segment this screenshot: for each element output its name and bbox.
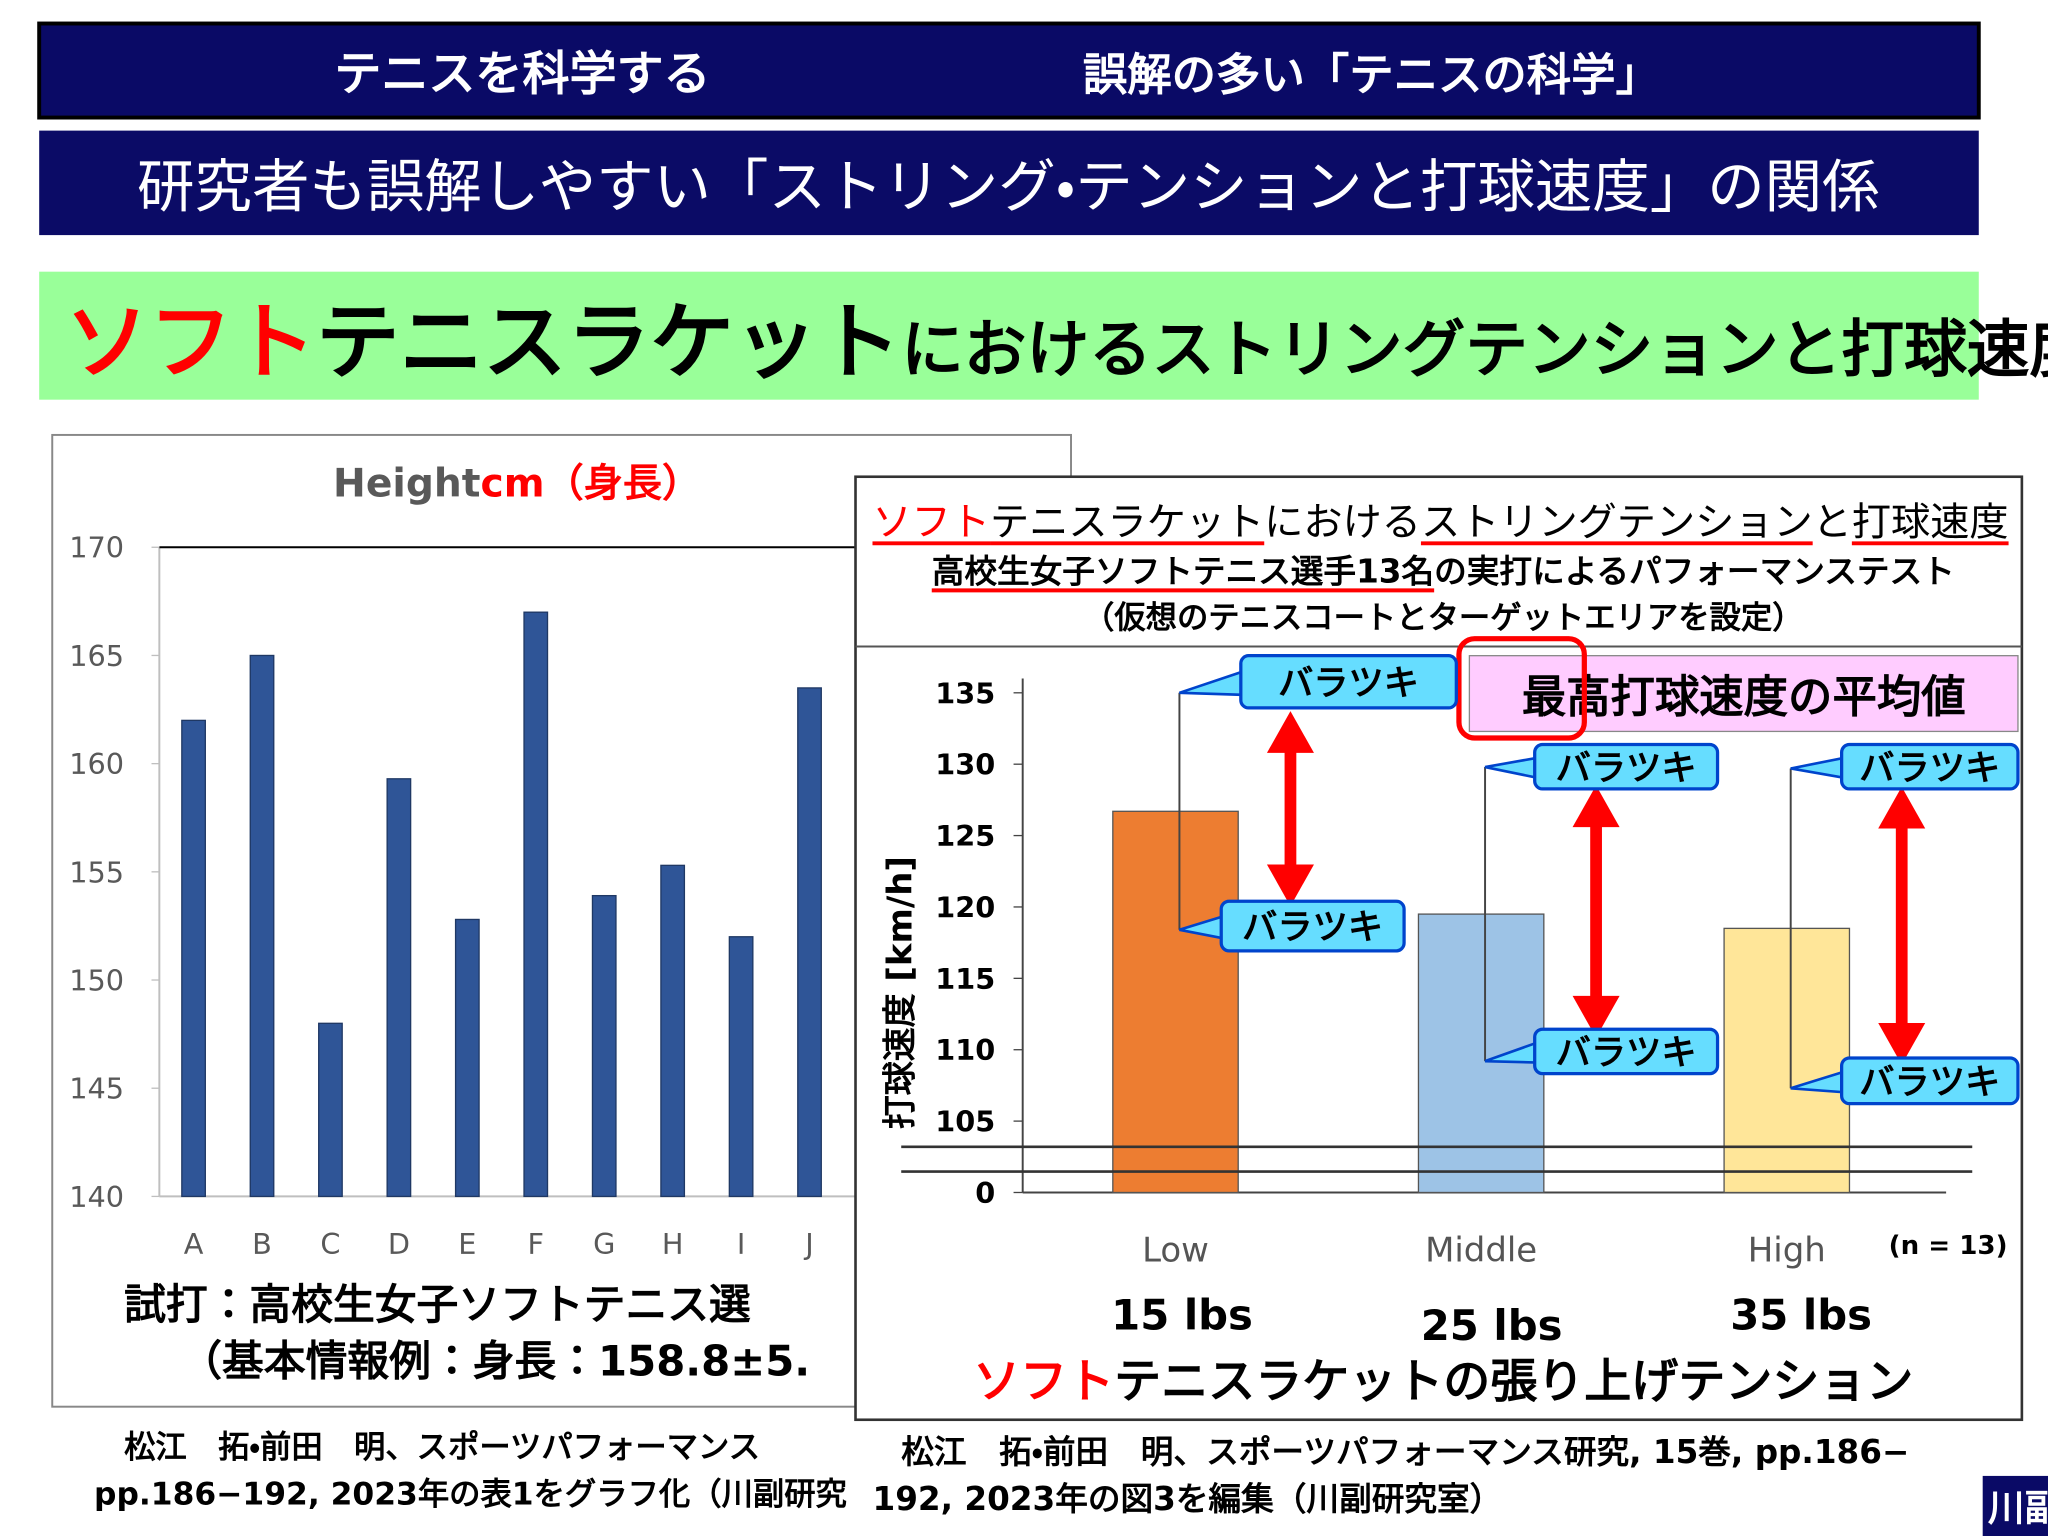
x-tick-label: Middle [1425,1231,1537,1271]
chart-subtitle: （仮想のテニスコートとターゲットエリアを設定） [1083,600,1804,636]
chart-title-unit: cm [480,461,544,506]
bar [249,654,275,1198]
y-tick-label: 155 [69,855,124,889]
arrow-head [1878,786,1926,829]
callout-box [1219,899,1406,953]
chart-title: と [1813,501,1852,546]
citation: pp.186−192, 2023年の表1をグラフ化（川副研究 [94,1477,847,1513]
y-tick-label: 0 [975,1176,995,1210]
chart-title: ストリングテンション [1421,501,1813,546]
x-tick-label: D [388,1227,410,1261]
x-tick-label: I [737,1227,745,1261]
tension-label: 15 lbs [1111,1291,1253,1340]
y-tick-label: 165 [69,639,124,673]
x-tick-label: G [593,1227,615,1261]
y-tick-label: 170 [69,531,124,565]
banner-large: テニスラケット [316,293,901,391]
chart-title: テニスラケット [990,501,1264,546]
banner-red: ソフト [65,293,316,391]
corner-box [1982,1475,2048,1536]
header-bar [37,21,1981,120]
callout-box [1239,654,1458,710]
x-tick-label: Low [1142,1231,1209,1271]
callout-box [1839,1056,2020,1106]
bar [660,864,686,1198]
y-tick-label: 115 [935,962,995,996]
callout-label: バラツキ [1556,1032,1697,1073]
x-axis-title: ソフト [973,1355,1114,1410]
y-tick-label: 110 [935,1033,995,1067]
tension-label: 25 lbs [1421,1301,1563,1350]
highlight-ring [1456,636,1587,741]
subheader: 研究者も誤解しやすい「ストリング・テンションと打球速度」の関係 [137,153,1880,220]
note: (n = 13) [1889,1231,2008,1261]
caption: 試打：高校生女子ソフトテニス選 [124,1280,751,1329]
citation: 松江 拓・前田 明、スポーツパフォーマンス研究, 15巻, pp.186− [901,1433,1909,1471]
chart-title: Height [333,461,480,506]
subheader-bar [39,130,1979,236]
bar [181,719,206,1198]
x-tick-label: C [320,1227,340,1261]
chart-title: ソフト [872,501,990,546]
x-tick-label: A [184,1227,204,1261]
x-tick-label: B [252,1227,272,1261]
bar [318,1022,343,1198]
bar [797,687,822,1198]
y-tick-label: 140 [69,1180,124,1214]
header-left: テニスを科学する [334,47,710,102]
citation: 松江 拓・前田 明、スポーツパフォーマンス [124,1430,760,1466]
chart-subtitle: の実打によるパフォーマンステスト [1434,553,1955,591]
header-right: 誤解の多い「テニスの科学」 [1083,50,1660,101]
chart-subtitle: 高校生女子ソフトテニス選手13名 [932,553,1434,591]
banner-bar [39,271,1979,400]
y-tick-label: 130 [935,748,995,782]
chart-title-note: （身長） [545,461,702,506]
y-tick-label: 160 [69,747,124,781]
callout-label: バラツキ [1859,748,2000,789]
bar [728,936,754,1198]
banner-rest: におけるストリングテンションと打球速度 [901,313,2048,386]
callout-label: バラツキ [1278,663,1419,704]
x-tick-label: E [458,1227,476,1261]
highlight-label: 最高打球速度の平均値 [1522,672,1966,723]
callout-label: バラツキ [1859,1062,2000,1103]
callout-label: バラツキ [1242,907,1383,948]
x-tick-label: F [528,1227,545,1261]
chart-title: における [1264,501,1421,546]
y-tick-label: 120 [935,890,995,924]
arrow-head [1266,711,1314,753]
x-axis-title: テニスラケットの張り上げテンション [1114,1355,1913,1410]
y-axis-label: 打球速度 [km/h] [881,856,921,1129]
y-tick-label: 145 [69,1072,124,1106]
arrow-head [1266,864,1314,907]
y-tick-label: 105 [935,1105,995,1139]
bar [523,611,549,1198]
x-tick-label: J [803,1227,813,1261]
citation: 192, 2023年の図3を編集（川副研究室） [872,1480,1502,1518]
bar [386,778,412,1198]
bar [1723,927,1851,1194]
callout-box [1533,742,1720,791]
y-tick-label: 125 [935,819,995,853]
arrow-head [1572,995,1620,1038]
caption: （基本情報例：身長：158.8±5. [180,1336,810,1385]
arrow-head [1572,785,1620,828]
callout-box [1839,742,2020,791]
tension-label: 35 lbs [1730,1291,1872,1340]
callout-label: バラツキ [1556,748,1697,789]
y-tick-label: 150 [69,963,124,997]
callout-box [1533,1027,1720,1076]
bar [454,918,480,1198]
chart-title: 打球速度 [1852,501,2009,546]
x-tick-label: High [1748,1231,1826,1271]
bar [591,894,617,1198]
highlight-box [1468,655,2019,733]
corner-label: 川副 [1988,1486,2048,1529]
arrow-head [1878,1022,1926,1065]
bar [1112,810,1239,1194]
y-tick-label: 135 [935,676,995,710]
x-tick-label: H [662,1227,684,1261]
